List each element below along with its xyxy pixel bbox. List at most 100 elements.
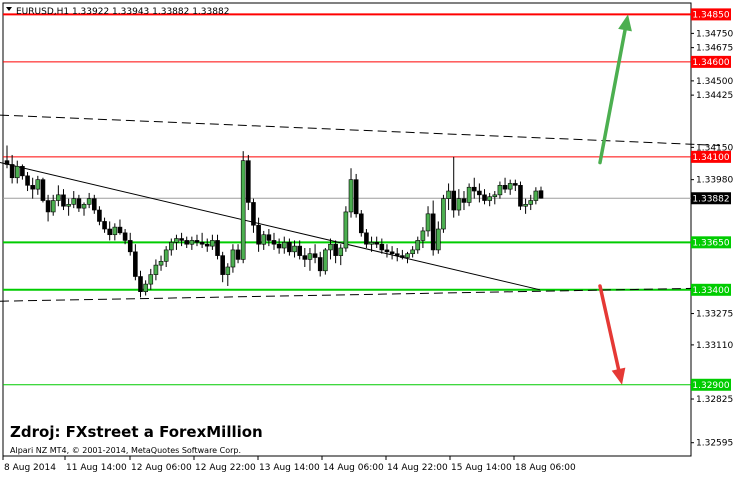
- candle-body: [430, 213, 436, 251]
- candle-body: [71, 198, 77, 205]
- candle-body: [158, 261, 164, 266]
- candle-body: [451, 190, 457, 211]
- candle-body: [487, 196, 492, 201]
- candle-body: [328, 243, 333, 251]
- x-tick-label: 11 Aug 14:00: [66, 463, 127, 473]
- candle-body: [174, 238, 179, 243]
- candle-body: [271, 240, 277, 245]
- candle-body: [138, 276, 143, 293]
- candle-body: [235, 249, 241, 260]
- candle-body: [518, 185, 523, 207]
- candle-body: [292, 245, 297, 253]
- candle-body: [225, 266, 231, 275]
- candle-body: [266, 234, 272, 241]
- candle-body: [20, 166, 25, 177]
- candle-body: [507, 183, 513, 190]
- candle-body: [436, 228, 441, 251]
- level-label: 1.34100: [692, 153, 729, 163]
- candle-body: [76, 198, 82, 209]
- candle-body: [184, 240, 190, 245]
- candle-body: [56, 194, 61, 201]
- y-tick-label: 1.34500: [696, 77, 733, 87]
- candle-body: [251, 202, 256, 226]
- candle-body: [210, 240, 215, 247]
- candle-body: [513, 183, 518, 186]
- y-tick-label: 1.33980: [696, 176, 733, 186]
- candle-body: [102, 221, 107, 230]
- candle-body: [117, 226, 123, 234]
- candle-body: [97, 209, 102, 222]
- candle-body: [143, 283, 148, 293]
- y-tick-label: 1.34750: [696, 29, 733, 39]
- candle-body: [91, 198, 97, 211]
- current-price-label: 1.33882: [692, 194, 729, 204]
- candle-body: [66, 204, 71, 207]
- candle-body: [30, 185, 35, 190]
- x-tick-label: 12 Aug 06:00: [131, 463, 192, 473]
- x-tick-label: 15 Aug 14:00: [451, 463, 512, 473]
- candle-body: [394, 253, 400, 256]
- candle-body: [379, 243, 385, 251]
- arrow-head: [611, 367, 626, 385]
- candle-body: [169, 242, 174, 251]
- candle-body: [179, 238, 184, 241]
- candle-body: [14, 166, 20, 179]
- candle-body: [492, 194, 498, 198]
- candle-body: [374, 242, 379, 245]
- candle-body: [40, 179, 46, 201]
- level-label: 1.32900: [692, 381, 729, 391]
- trendline: [0, 162, 541, 291]
- candle-body: [276, 243, 282, 249]
- candle-body: [317, 257, 323, 272]
- symbol-menu-icon[interactable]: [6, 7, 12, 11]
- candle-body: [287, 242, 292, 253]
- candle-body: [425, 213, 431, 232]
- arrow-head: [618, 14, 632, 32]
- candle-body: [477, 190, 482, 196]
- candle-body: [482, 194, 487, 201]
- candle-body: [148, 274, 154, 285]
- arrow-shaft: [598, 28, 627, 165]
- candle-body: [446, 190, 451, 199]
- candle-body: [312, 253, 318, 258]
- candle-body: [307, 253, 313, 260]
- candle-body: [240, 160, 246, 260]
- candle-body: [528, 200, 534, 205]
- candle-body: [256, 224, 261, 245]
- candle-body: [261, 234, 267, 245]
- candle-body: [199, 242, 205, 245]
- x-tick-label: 14 Aug 06:00: [323, 463, 384, 473]
- candle-body: [163, 249, 169, 262]
- x-tick-label: 14 Aug 22:00: [387, 463, 448, 473]
- candle-body: [50, 200, 56, 213]
- source-watermark: Zdroj: FXstreet a ForexMillion: [10, 423, 263, 441]
- y-tick-label: 1.34425: [696, 91, 733, 101]
- candle-body: [81, 204, 87, 209]
- y-tick-label: 1.33110: [696, 341, 733, 351]
- candle-body: [4, 160, 10, 165]
- level-label-box: [691, 378, 731, 391]
- candle-body: [400, 255, 405, 258]
- level-label-box: [691, 236, 731, 249]
- candle-body: [415, 240, 421, 251]
- x-tick-label: 13 Aug 14:00: [259, 463, 320, 473]
- level-label: 1.33650: [692, 238, 729, 248]
- y-tick-label: 1.33275: [696, 310, 733, 320]
- x-tick-label: 18 Aug 06:00: [515, 463, 576, 473]
- candle-body: [358, 213, 364, 234]
- candle-body: [302, 255, 308, 260]
- level-label: 1.33400: [692, 286, 729, 296]
- candle-body: [533, 190, 539, 201]
- candle-body: [538, 190, 544, 199]
- candle-body: [523, 204, 528, 207]
- candle-body: [246, 160, 251, 203]
- candle-body: [466, 186, 472, 203]
- candle-body: [133, 251, 138, 277]
- candle-body: [353, 179, 359, 215]
- candle-body: [323, 249, 328, 272]
- y-tick-label: 1.32825: [696, 395, 733, 405]
- level-label-box: [691, 283, 731, 296]
- candle-body: [497, 185, 503, 196]
- y-tick-label: 1.32595: [696, 439, 733, 449]
- arrow-shaft: [598, 284, 621, 371]
